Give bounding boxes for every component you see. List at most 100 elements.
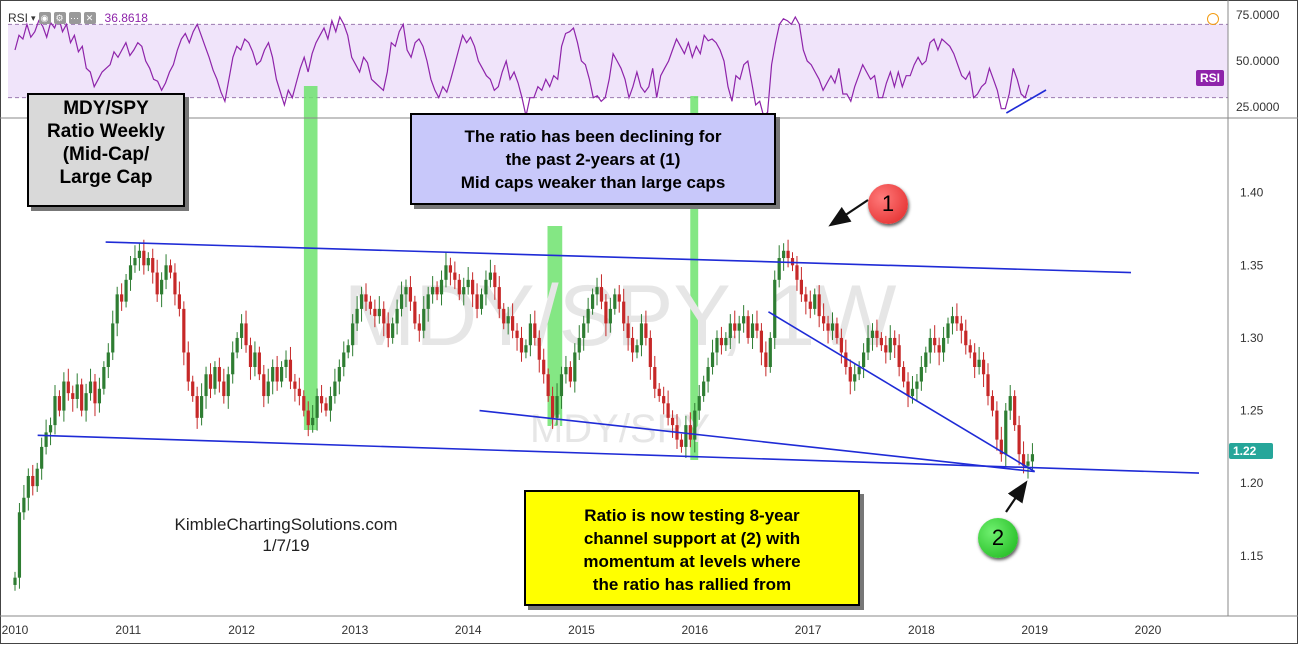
candle-body [848, 367, 852, 382]
candle-body [337, 367, 341, 382]
candle-body [106, 352, 110, 367]
candle-body [888, 337, 892, 353]
candle-body [453, 272, 457, 280]
title-line: Large Cap [59, 167, 153, 188]
candle-body [582, 323, 586, 338]
rsi-value: 36.8618 [104, 11, 148, 25]
candle-body [324, 403, 328, 411]
candle-body [88, 381, 93, 394]
candle-body [933, 337, 937, 346]
arrows-group [828, 199, 1028, 513]
candle-body [515, 330, 519, 338]
candle-body [533, 323, 537, 338]
candle-body [719, 337, 724, 346]
candle-body [359, 294, 364, 309]
candle-body [395, 308, 399, 324]
signature-date: 1/7/19 [262, 536, 310, 555]
year-tick-label: 2012 [228, 623, 255, 637]
candle-body [768, 337, 772, 367]
candle-body [1030, 454, 1035, 462]
candle-body [71, 393, 75, 399]
candle-body [311, 417, 315, 426]
candle-body [524, 345, 528, 353]
price-tick-label: 1.25 [1240, 404, 1264, 418]
candle-body [439, 279, 444, 295]
candle-body [506, 316, 510, 324]
candle-body [97, 388, 102, 404]
candle-body [75, 384, 79, 399]
candle-body [57, 396, 62, 411]
candle-body [373, 308, 377, 317]
rsi-band [8, 24, 1228, 98]
candle-body [710, 352, 715, 367]
candle-body [1008, 396, 1012, 411]
alert-clock-icon[interactable] [1207, 13, 1219, 25]
candle-body [595, 287, 599, 295]
candle-body [391, 323, 395, 338]
candle-body [124, 279, 128, 302]
candle-body [813, 294, 817, 309]
candle-body [128, 265, 133, 280]
year-tick-label: 2014 [455, 623, 482, 637]
testing-note-box: Ratio is now testing 8-year channel supp… [524, 490, 860, 606]
watermark-group: MDY/SPY, 1W MDY/SPY [344, 268, 897, 451]
close-icon[interactable]: ✕ [83, 12, 96, 24]
candle-body [662, 396, 666, 404]
candle-body [977, 359, 981, 367]
candle-body [48, 425, 53, 433]
mid-trendline [479, 409, 1035, 473]
candle-body [40, 446, 44, 469]
candle-body [879, 337, 883, 346]
candle-body [462, 287, 466, 295]
candle-body [937, 345, 941, 353]
candle-body [195, 396, 199, 418]
price-tick-label: 1.20 [1240, 476, 1264, 490]
candle-body [315, 396, 319, 418]
eye-icon[interactable]: ◉ [38, 12, 51, 24]
candle-body [115, 294, 119, 324]
candle-body [66, 381, 70, 394]
declining-line: Mid caps weaker than large caps [460, 173, 726, 192]
chevron-down-icon[interactable]: ▾ [31, 12, 36, 23]
candle-body [577, 337, 581, 353]
highlight-bar [547, 226, 563, 426]
candle-body [417, 323, 421, 331]
testing-line: momentum at levels where [583, 552, 801, 571]
candle-body [502, 308, 506, 324]
candle-body [422, 308, 426, 331]
candle-body [617, 294, 621, 302]
candle-body [208, 374, 213, 389]
candle-body [786, 250, 790, 259]
candle-body [253, 352, 257, 367]
candle-body [782, 250, 786, 259]
candle-body [862, 352, 866, 367]
candle-body [644, 323, 648, 338]
candle-body [288, 359, 293, 382]
candle-body [479, 294, 484, 309]
rsi-band-group [8, 23, 1228, 99]
candle-body [866, 337, 870, 353]
candles-group [13, 239, 1035, 591]
candle-body [1004, 410, 1008, 455]
candle-body [968, 345, 972, 353]
candle-body [217, 367, 221, 382]
candle-body [590, 294, 595, 309]
candle-body [231, 352, 235, 375]
testing-line: the ratio has rallied from [592, 575, 792, 594]
candle-body [537, 337, 541, 360]
settings-icon[interactable]: ⚙ [53, 12, 66, 24]
candle-body [204, 374, 208, 397]
declining-line: the past 2-years at (1) [505, 150, 681, 169]
candle-body [80, 384, 84, 411]
more-icon[interactable]: ⋯ [68, 12, 81, 24]
candle-body [986, 374, 990, 397]
candle-body [435, 287, 439, 295]
candle-body [613, 294, 617, 309]
candle-body [586, 308, 590, 324]
price-tick-label: 1.35 [1240, 258, 1264, 272]
rsi-line [14, 14, 1030, 118]
candle-body [724, 337, 728, 346]
candle-body [893, 337, 897, 346]
candle-body [799, 279, 804, 295]
